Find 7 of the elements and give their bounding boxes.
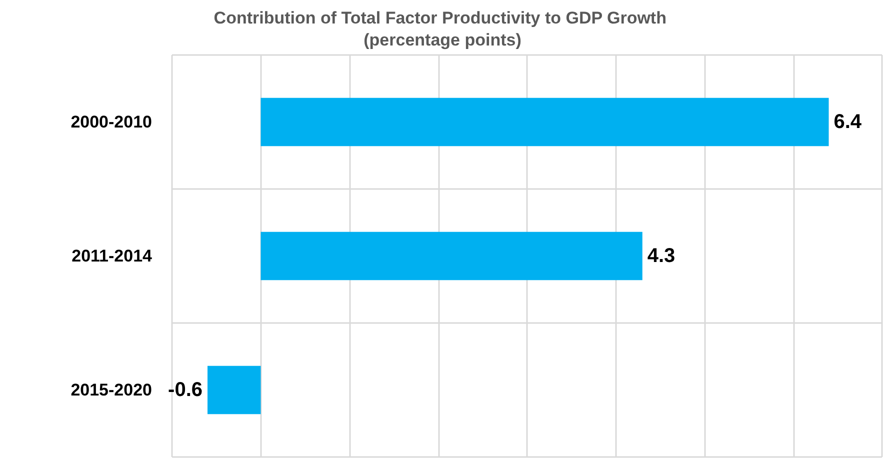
y-tick-label: 2011-2014 xyxy=(72,246,153,266)
data-label: 6.4 xyxy=(834,111,862,133)
chart-title: Contribution of Total Factor Productivity to GDP Growth (percentage points) xyxy=(214,8,672,50)
y-tick-label: 2015-2020 xyxy=(70,380,152,400)
y-tick-label: 2000-2010 xyxy=(70,112,152,132)
data-label: -0.6 xyxy=(168,379,202,401)
data-label: 4.3 xyxy=(647,245,676,267)
